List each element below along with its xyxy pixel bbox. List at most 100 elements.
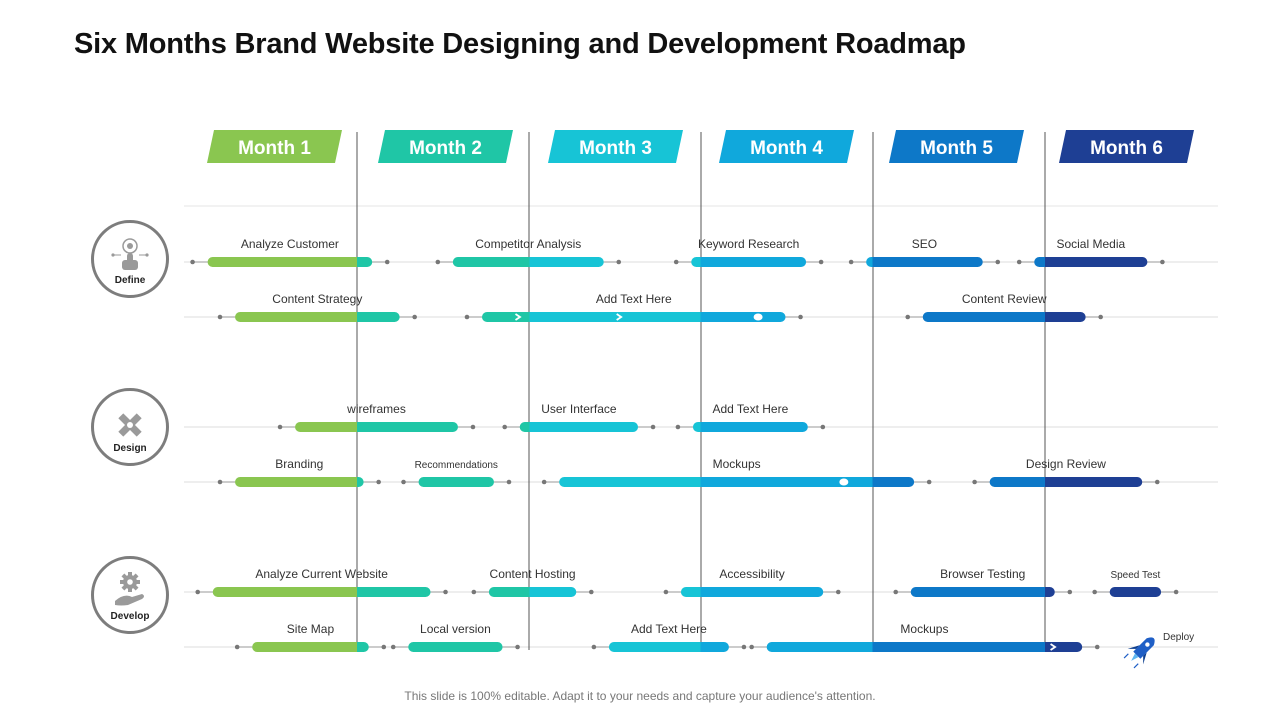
category-develop: Develop [91, 556, 169, 634]
month-label: Month 1 [238, 138, 311, 159]
task-start-dot [749, 644, 754, 650]
task-recommendations: Recommendations [401, 460, 512, 487]
task-end-dot [995, 259, 1001, 265]
month-header-2: Month 2 [378, 130, 513, 163]
task-start-dot [675, 424, 681, 430]
task-user-interface: User Interface [502, 402, 656, 432]
category-define: Define [91, 220, 169, 298]
task-end-dot [820, 424, 826, 430]
task-bar [866, 257, 983, 267]
task-label: Content Strategy [272, 292, 362, 306]
hand-touch-icon [111, 238, 149, 270]
task-keyword-research: Keyword Research [673, 237, 824, 267]
deploy-marker: Deploy [1123, 632, 1194, 669]
task-label: Add Text Here [712, 402, 788, 416]
task-bar [922, 312, 1086, 322]
month-banner [719, 130, 854, 163]
task-bar [295, 422, 458, 432]
task-add-text-here: Add Text Here [464, 292, 803, 322]
task-bar [608, 642, 729, 652]
task-bar [910, 587, 1055, 597]
task-end-dot [470, 424, 476, 430]
month-label: Month 3 [579, 138, 652, 159]
month-header-5: Month 5 [889, 130, 1024, 163]
task-start-dot [471, 589, 477, 595]
task-start-dot [190, 259, 195, 265]
task-bar [252, 642, 369, 652]
task-label: Speed Test [1110, 570, 1160, 581]
month-label: Month 4 [750, 138, 823, 159]
task-label: Branding [275, 457, 323, 471]
task-end-dot [1154, 479, 1160, 485]
task-end-dot [926, 479, 932, 485]
task-competitor-analysis: Competitor Analysis [435, 237, 622, 267]
task-end-dot [376, 479, 381, 485]
task-mockups: Mockups [749, 622, 1100, 652]
task-label: Mockups [713, 457, 761, 471]
task-end-dot [650, 424, 656, 430]
task-end-dot [412, 314, 417, 320]
task-label: Content Review [962, 292, 1047, 306]
task-add-text-here: Add Text Here [591, 622, 747, 652]
milestone-dot [839, 478, 849, 486]
chevron-right-icon [514, 313, 522, 321]
task-start-dot [848, 259, 854, 265]
task-start-dot [217, 479, 223, 485]
task-label: Browser Testing [940, 567, 1025, 581]
pencil-ruler-icon [118, 413, 142, 437]
month-header-3: Month 3 [548, 130, 683, 163]
task-end-dot [798, 314, 803, 320]
deploy-label: Deploy [1163, 632, 1194, 643]
task-bar [235, 477, 364, 487]
task-end-dot [1160, 259, 1165, 265]
task-content-review: Content Review [905, 292, 1103, 322]
task-bar [1109, 587, 1162, 597]
task-local-version: Local version [390, 622, 520, 652]
task-start-dot [591, 644, 597, 650]
month-banner [378, 130, 513, 163]
task-bar [559, 477, 915, 487]
task-label: wireframes [346, 402, 406, 416]
task-start-dot [1092, 589, 1097, 595]
task-bar [481, 312, 786, 322]
task-start-dot [673, 259, 679, 265]
task-bar [519, 422, 639, 432]
task-start-dot [464, 314, 470, 320]
task-bar [212, 587, 431, 597]
month-banner [207, 130, 342, 163]
task-start-dot [1016, 259, 1022, 265]
task-label: Site Map [287, 622, 335, 636]
task-label: Design Review [1026, 457, 1106, 471]
milestone-dot [753, 313, 763, 321]
task-start-dot [217, 314, 223, 320]
task-label: Content Hosting [490, 567, 576, 581]
task-end-dot [1094, 644, 1100, 650]
chevron-right-icon [1050, 643, 1057, 651]
chevron-right-icon [616, 313, 623, 321]
month-banner [548, 130, 683, 163]
task-wireframes: wireframes [277, 402, 476, 432]
task-label: Analyze Current Website [255, 567, 388, 581]
rocket-icon [1123, 637, 1155, 669]
category-label: Design [113, 443, 146, 454]
task-bar [408, 642, 503, 652]
month-header-1: Month 1 [207, 130, 342, 163]
category-label: Define [115, 275, 146, 286]
task-accessibility: Accessibility [663, 567, 841, 597]
month-header-4: Month 4 [719, 130, 854, 163]
task-label: Local version [420, 622, 491, 636]
task-add-text-here: Add Text Here [675, 402, 826, 432]
task-start-dot [502, 424, 508, 430]
task-start-dot [234, 644, 240, 650]
month-header-6: Month 6 [1059, 130, 1194, 163]
task-end-dot [818, 259, 824, 265]
task-start-dot [972, 479, 977, 485]
category-ring [91, 556, 169, 634]
task-end-dot [835, 589, 841, 595]
task-end-dot [515, 644, 520, 650]
task-start-dot [893, 589, 899, 595]
task-branding: Branding [217, 457, 381, 487]
month-label: Month 5 [920, 138, 993, 159]
task-content-hosting: Content Hosting [471, 567, 594, 597]
